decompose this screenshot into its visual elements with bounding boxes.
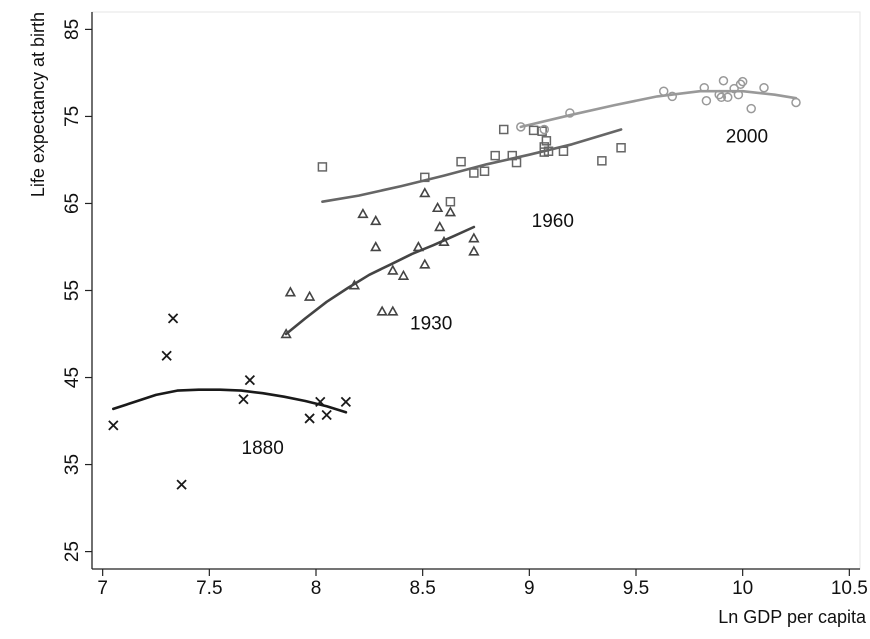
data-point-1930 xyxy=(348,279,361,290)
data-point-1960 xyxy=(541,136,552,146)
data-point-2000 xyxy=(718,76,729,86)
y-tick-label: 35 xyxy=(62,454,83,475)
y-axis-ticks: 25 35 45 55 65 75 85 xyxy=(62,19,92,562)
data-point-2000 xyxy=(667,91,678,102)
data-point-2000 xyxy=(737,76,748,87)
data-point-1880 xyxy=(176,479,187,490)
data-point-1930 xyxy=(468,232,480,243)
data-point-1930 xyxy=(387,264,399,275)
data-point-1930 xyxy=(444,206,457,217)
series-label-1960: 1960 xyxy=(532,211,574,232)
data-point-1930 xyxy=(431,201,444,213)
data-point-2000 xyxy=(716,92,727,103)
data-point-1880 xyxy=(238,394,249,405)
data-point-2000 xyxy=(791,97,801,108)
data-point-1880 xyxy=(244,375,256,386)
data-point-2000 xyxy=(735,79,746,89)
data-point-1960 xyxy=(537,126,547,136)
data-point-1930 xyxy=(284,286,297,297)
y-tick-label: 75 xyxy=(62,106,83,127)
data-point-2000 xyxy=(701,96,712,106)
fit-line-2000 xyxy=(519,89,798,129)
data-point-1930 xyxy=(357,207,369,219)
x-tick-label: 7.5 xyxy=(196,578,222,599)
data-point-1960 xyxy=(490,150,500,161)
data-point-2000 xyxy=(746,103,756,114)
data-point-1930 xyxy=(468,245,480,256)
data-point-1960 xyxy=(616,143,626,153)
x-tick-label: 10.5 xyxy=(831,578,868,599)
series-label-1880: 1880 xyxy=(242,438,284,459)
data-point-1880 xyxy=(161,350,172,361)
data-point-1880 xyxy=(340,396,352,408)
x-tick-label: 9.5 xyxy=(623,578,649,599)
series-label-1930: 1930 xyxy=(410,314,452,335)
y-tick-label: 45 xyxy=(62,367,83,388)
data-point-1960 xyxy=(445,196,456,207)
data-point-2000 xyxy=(729,83,739,94)
data-point-1880 xyxy=(315,396,326,408)
data-point-1880 xyxy=(321,409,332,421)
data-point-1930 xyxy=(434,221,446,232)
data-point-1960 xyxy=(317,162,328,172)
data-point-1930 xyxy=(412,241,425,252)
data-point-1880 xyxy=(167,313,179,324)
data-point-1960 xyxy=(528,125,539,136)
data-point-1960 xyxy=(558,146,569,156)
data-point-1930 xyxy=(280,328,292,339)
series-labels: 1880 1930 1960 2000 xyxy=(242,127,769,460)
x-tick-label: 7 xyxy=(97,578,108,599)
data-point-1930 xyxy=(419,258,431,269)
data-point-2000 xyxy=(714,89,724,100)
plot-frame xyxy=(91,11,861,570)
fit-line-1880 xyxy=(112,388,348,414)
data-point-2000 xyxy=(759,82,769,93)
data-point-1930 xyxy=(370,214,382,226)
series-label-2000: 2000 xyxy=(726,127,768,148)
data-point-1960 xyxy=(479,166,490,177)
data-point-1930 xyxy=(438,235,450,247)
data-point-1880 xyxy=(108,420,119,431)
data-points xyxy=(108,76,801,490)
x-axis-title: Ln GDP per capita xyxy=(718,607,867,627)
data-point-2000 xyxy=(733,89,744,100)
data-point-1960 xyxy=(469,168,479,178)
y-tick-label: 65 xyxy=(62,193,83,214)
data-point-1960 xyxy=(543,146,554,156)
y-tick-label: 55 xyxy=(62,280,83,301)
fit-line-1960 xyxy=(321,128,623,203)
data-point-1880 xyxy=(304,413,315,424)
data-point-1960 xyxy=(456,156,466,167)
data-point-1930 xyxy=(397,269,410,280)
x-tick-label: 8.5 xyxy=(409,578,435,599)
data-point-1930 xyxy=(376,305,388,316)
data-point-1930 xyxy=(303,290,316,301)
data-point-2000 xyxy=(516,122,526,132)
x-tick-label: 9 xyxy=(524,578,535,599)
x-tick-label: 10 xyxy=(732,578,753,599)
fit-line-1930 xyxy=(284,225,476,336)
data-point-1960 xyxy=(597,156,607,166)
x-tick-label: 8 xyxy=(311,578,322,599)
data-point-2000 xyxy=(658,86,669,96)
data-point-2000 xyxy=(722,92,733,103)
data-point-2000 xyxy=(539,124,550,135)
y-tick-label: 85 xyxy=(62,19,83,40)
data-point-1930 xyxy=(387,305,399,316)
data-point-1930 xyxy=(370,241,382,252)
y-tick-label: 25 xyxy=(62,541,83,562)
data-point-2000 xyxy=(699,82,710,93)
data-point-2000 xyxy=(565,108,575,118)
x-axis-ticks: 7 7.5 8 8.5 9 9.5 10 10.5 xyxy=(97,569,868,599)
data-point-1960 xyxy=(498,124,509,135)
data-point-1960 xyxy=(511,157,522,168)
fit-lines xyxy=(112,89,798,414)
data-point-1930 xyxy=(419,187,431,198)
data-point-1960 xyxy=(420,172,430,183)
y-axis-title: Life expectancy at birth xyxy=(28,12,48,197)
